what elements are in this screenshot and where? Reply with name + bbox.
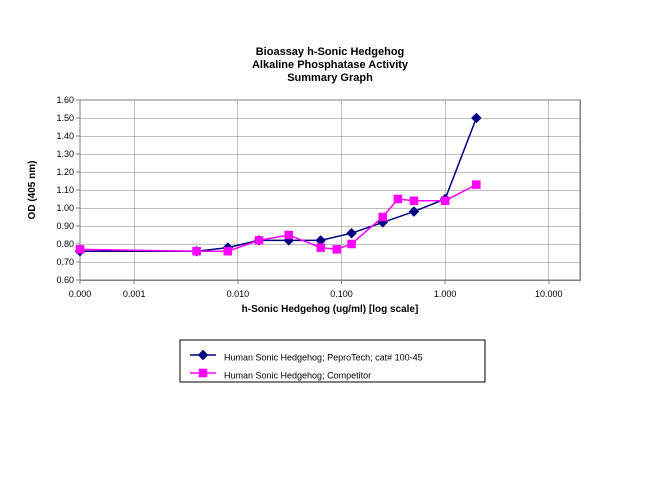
x-tick-label: 10.000 (535, 289, 563, 299)
marker-square (255, 236, 263, 244)
x-tick-label: 0.010 (227, 289, 250, 299)
y-tick-label: 1.50 (56, 113, 74, 123)
marker-square (193, 247, 201, 255)
marker-square (76, 245, 84, 253)
y-tick-label: 1.10 (56, 185, 74, 195)
y-tick-label: 1.60 (56, 95, 74, 105)
y-tick-label: 0.70 (56, 257, 74, 267)
x-tick-label: 1.000 (434, 289, 457, 299)
legend-label: Human Sonic Hedgehog; PeproTech; cat# 10… (224, 352, 423, 362)
marker-square (379, 213, 387, 221)
bioassay-chart: 0.60 0.70 0.80 0.90 1.00 1.10 1.20 1.30 1.40 1.50… (0, 0, 650, 502)
y-axis-label: OD (405 nm) (27, 161, 38, 220)
marker-square (333, 245, 341, 253)
x-tick-label: 0.000 (69, 289, 92, 299)
legend-label: Human Sonic Hedgehog; Competitor (224, 370, 371, 380)
legend: Human Sonic Hedgehog; PeproTech; cat# 10… (180, 340, 485, 382)
y-tick-label: 1.20 (56, 167, 74, 177)
marker-square (472, 181, 480, 189)
marker-square (394, 195, 402, 203)
marker-square (410, 197, 418, 205)
chart-title-line: Bioassay h-Sonic Hedgehog (256, 46, 405, 58)
x-axis-label: h-Sonic Hedgehog (ug/ml) [log scale] (242, 304, 419, 315)
marker-square (285, 231, 293, 239)
x-tick-label: 0.001 (123, 289, 146, 299)
marker-square (441, 197, 449, 205)
y-tick-label: 0.90 (56, 221, 74, 231)
x-tick-label: 0.100 (330, 289, 353, 299)
marker-square (199, 369, 207, 377)
y-tick-label: 0.60 (56, 275, 74, 285)
marker-square (224, 247, 232, 255)
marker-square (317, 244, 325, 252)
y-tick-label: 1.00 (56, 203, 74, 213)
y-tick-label: 1.40 (56, 131, 74, 141)
chart-title-line: Alkaline Phosphatase Activity (252, 59, 409, 71)
marker-square (348, 240, 356, 248)
y-tick-label: 0.80 (56, 239, 74, 249)
chart-title-line: Summary Graph (287, 72, 373, 84)
y-tick-label: 1.30 (56, 149, 74, 159)
